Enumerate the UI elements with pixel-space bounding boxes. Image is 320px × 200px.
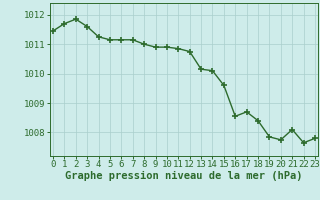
X-axis label: Graphe pression niveau de la mer (hPa): Graphe pression niveau de la mer (hPa)	[65, 171, 303, 181]
